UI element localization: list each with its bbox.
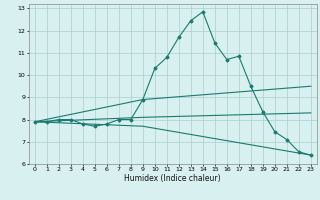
X-axis label: Humidex (Indice chaleur): Humidex (Indice chaleur) (124, 174, 221, 183)
